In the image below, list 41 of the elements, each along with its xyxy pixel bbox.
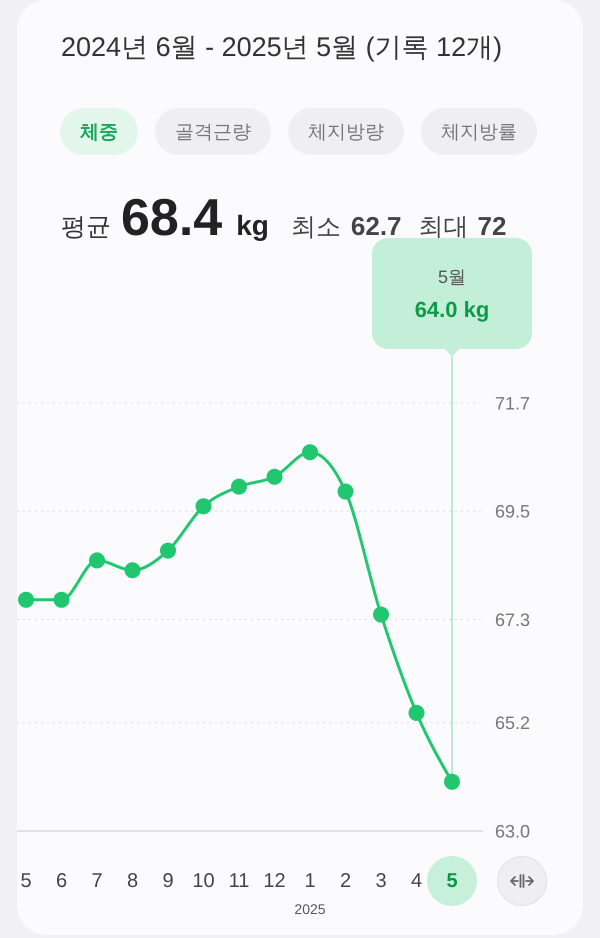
x-tick-label: 9	[162, 870, 174, 892]
point	[124, 562, 140, 578]
y-tick-label: 69.5	[495, 502, 530, 522]
x-tick-label: 8	[126, 870, 138, 892]
x-tick-label: 10	[192, 870, 215, 892]
point	[54, 592, 70, 608]
point	[266, 468, 282, 485]
x-tick-label: 5	[446, 870, 458, 892]
text: 최소	[290, 212, 341, 243]
y-tick-label: 65.2	[495, 713, 530, 734]
x-tick-label: 2	[340, 870, 352, 892]
tab-button: 체지방량	[288, 108, 404, 155]
point	[160, 542, 176, 559]
text: 68.4	[121, 188, 222, 248]
text: 2025	[294, 901, 326, 917]
point	[231, 478, 247, 495]
point	[18, 592, 34, 608]
x-tick-label: 6	[56, 870, 68, 892]
point	[373, 606, 389, 623]
x-tick-label: 3	[375, 870, 387, 892]
y-tick-label: 71.7	[495, 393, 530, 414]
x-tick-label: 4	[410, 870, 422, 892]
text: 평균	[61, 212, 111, 243]
x-tick-label: 7	[91, 870, 103, 892]
point	[302, 444, 318, 460]
point	[89, 552, 105, 568]
tab-button: 체지방률	[421, 108, 537, 155]
point	[196, 498, 212, 514]
point	[338, 484, 354, 500]
point	[444, 774, 460, 790]
tab-button: 골격근량	[155, 108, 271, 155]
point	[408, 704, 424, 721]
x-tick-label: 11	[228, 870, 250, 892]
x-tick-label: 12	[263, 870, 286, 892]
y-tick-label: 67.3	[495, 610, 530, 630]
chart-title: 2024년 6월 - 2025년 5월 (기록 12개)	[61, 31, 502, 64]
x-tick-label: 1	[304, 870, 316, 892]
tooltip-box: 5월 64.0 kg	[372, 238, 532, 349]
x-tick-label: 5	[20, 870, 32, 892]
text: kg	[236, 210, 269, 242]
y-tick-label: 63.0	[495, 821, 530, 842]
